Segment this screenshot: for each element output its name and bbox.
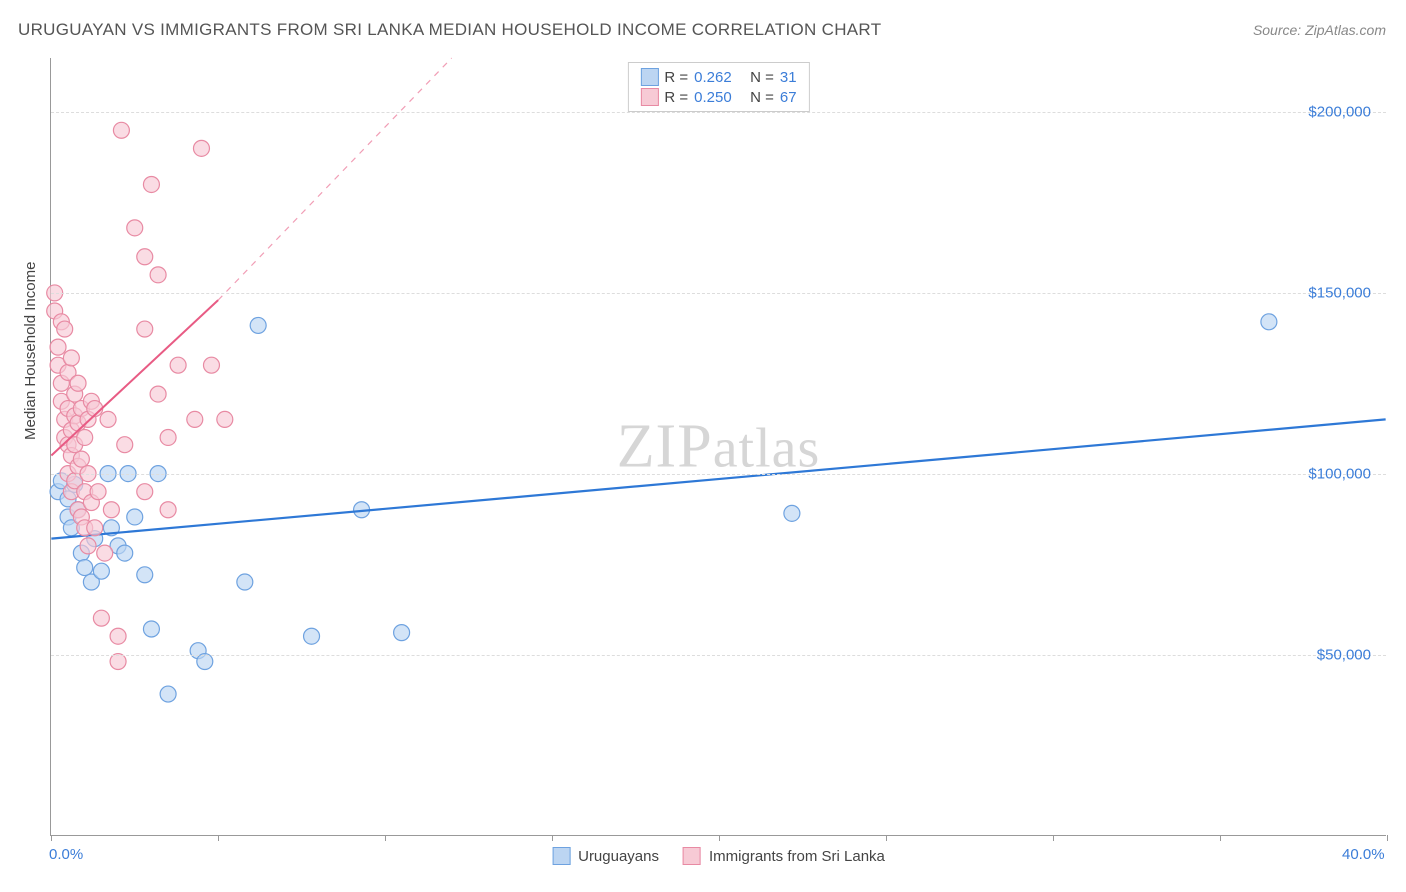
data-point (170, 357, 186, 373)
data-point (57, 321, 73, 337)
legend-swatch (683, 847, 701, 865)
x-tick-label: 0.0% (49, 846, 83, 863)
plot-area: ZIPatlas R =0.262N =31R =0.250N =67 Urug… (50, 58, 1386, 836)
x-tick-mark (218, 835, 219, 841)
legend-row: R = 0.250 N = 67 (640, 87, 796, 107)
chart-title: URUGUAYAN VS IMMIGRANTS FROM SRI LANKA M… (18, 20, 881, 40)
trend-line (51, 419, 1385, 538)
data-point (143, 176, 159, 192)
y-tick-label: $150,000 (1308, 285, 1371, 302)
data-point (77, 429, 93, 445)
data-point (1261, 314, 1277, 330)
data-point (63, 350, 79, 366)
data-point (70, 375, 86, 391)
data-point (117, 437, 133, 453)
data-point (103, 502, 119, 518)
data-point (137, 321, 153, 337)
x-tick-mark (552, 835, 553, 841)
data-point (87, 520, 103, 536)
r-value: 0.262 (694, 69, 744, 86)
data-point (127, 220, 143, 236)
data-point (50, 339, 66, 355)
data-point (137, 249, 153, 265)
data-point (784, 505, 800, 521)
data-point (110, 628, 126, 644)
n-label: N = (750, 69, 774, 86)
data-point (127, 509, 143, 525)
data-point (150, 267, 166, 283)
y-tick-label: $200,000 (1308, 104, 1371, 121)
gridline-h (51, 474, 1386, 475)
series-legend: Uruguayans Immigrants from Sri Lanka (552, 847, 885, 865)
r-label: R = (664, 89, 688, 106)
data-point (137, 484, 153, 500)
r-value: 0.250 (694, 89, 744, 106)
data-point (250, 317, 266, 333)
x-tick-mark (385, 835, 386, 841)
chart-container: URUGUAYAN VS IMMIGRANTS FROM SRI LANKA M… (0, 0, 1406, 892)
data-point (193, 140, 209, 156)
n-label: N = (750, 89, 774, 106)
gridline-h (51, 293, 1386, 294)
legend-swatch (640, 68, 658, 86)
data-point (237, 574, 253, 590)
legend-swatch (552, 847, 570, 865)
data-point (394, 625, 410, 641)
x-tick-mark (1387, 835, 1388, 841)
data-point (117, 545, 133, 561)
y-axis-label: Median Household Income (22, 262, 39, 440)
n-value: 67 (780, 89, 797, 106)
data-point (187, 411, 203, 427)
data-point (150, 386, 166, 402)
data-point (93, 610, 109, 626)
x-tick-mark (51, 835, 52, 841)
scatter-svg (51, 58, 1386, 835)
data-point (217, 411, 233, 427)
y-tick-label: $50,000 (1317, 647, 1371, 664)
legend-swatch (640, 88, 658, 106)
correlation-legend: R = 0.262 N = 31 R = 0.250 N = 67 (627, 62, 809, 112)
data-point (160, 502, 176, 518)
x-tick-mark (886, 835, 887, 841)
gridline-h (51, 655, 1386, 656)
data-point (97, 545, 113, 561)
legend-item: Uruguayans (552, 847, 659, 865)
data-point (160, 686, 176, 702)
data-point (100, 411, 116, 427)
legend-label: Uruguayans (578, 848, 659, 865)
data-point (80, 538, 96, 554)
x-tick-mark (719, 835, 720, 841)
n-value: 31 (780, 69, 797, 86)
trend-line-extrapolated (218, 58, 451, 300)
data-point (93, 563, 109, 579)
data-point (137, 567, 153, 583)
data-point (90, 484, 106, 500)
r-label: R = (664, 69, 688, 86)
legend-item: Immigrants from Sri Lanka (683, 847, 885, 865)
gridline-h (51, 112, 1386, 113)
legend-row: R = 0.262 N = 31 (640, 67, 796, 87)
legend-label: Immigrants from Sri Lanka (709, 848, 885, 865)
data-point (113, 122, 129, 138)
data-point (77, 560, 93, 576)
x-tick-mark (1220, 835, 1221, 841)
y-tick-label: $100,000 (1308, 466, 1371, 483)
data-point (160, 429, 176, 445)
data-point (304, 628, 320, 644)
source-attribution: Source: ZipAtlas.com (1253, 22, 1386, 38)
data-point (73, 451, 89, 467)
x-tick-label: 40.0% (1342, 846, 1385, 863)
data-point (203, 357, 219, 373)
data-point (143, 621, 159, 637)
x-tick-mark (1053, 835, 1054, 841)
